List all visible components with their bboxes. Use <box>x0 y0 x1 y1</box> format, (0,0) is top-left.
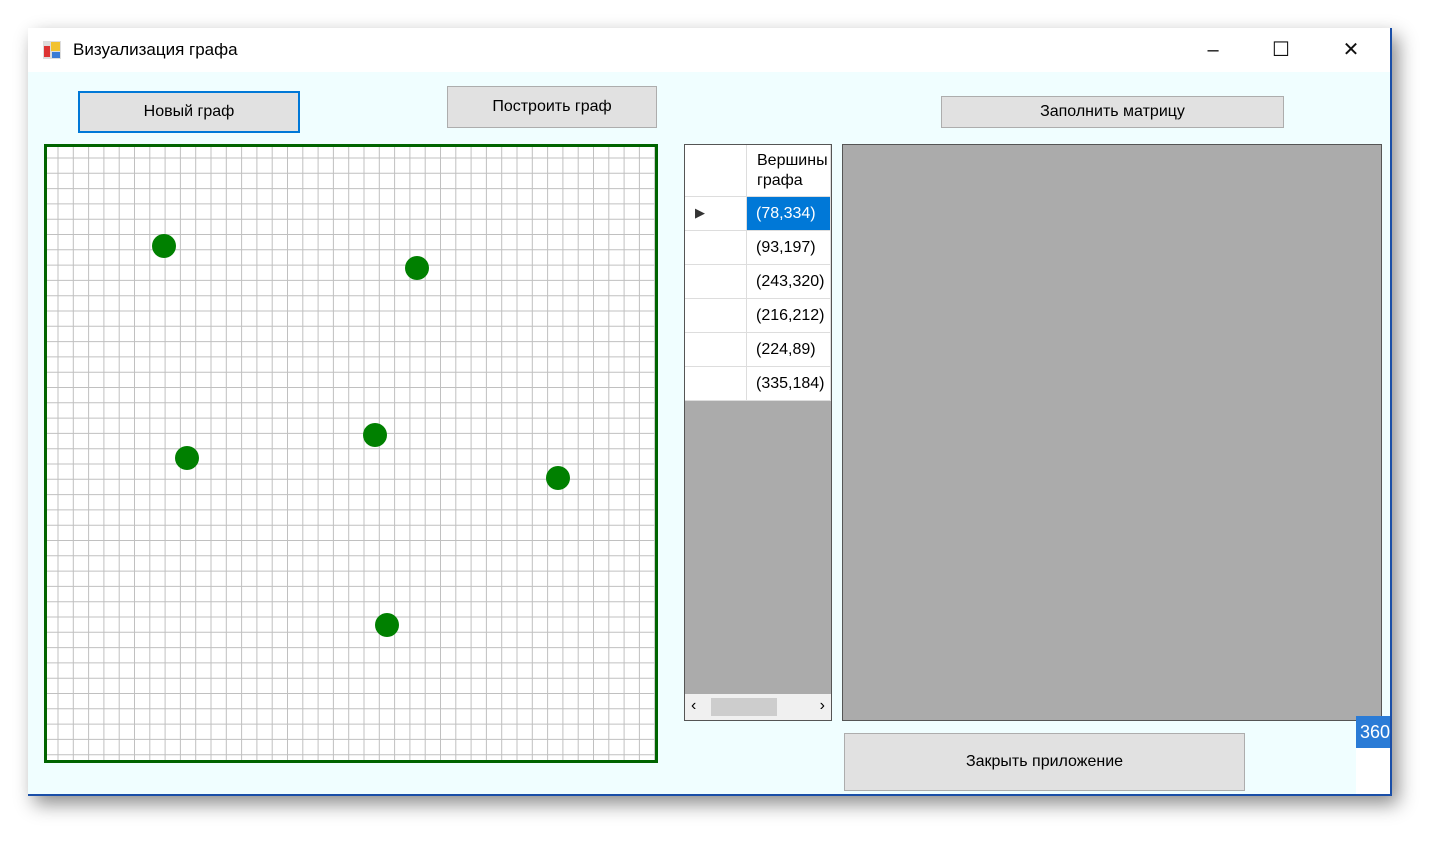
scroll-left-icon[interactable]: ‹ <box>691 697 697 714</box>
new-graph-button[interactable]: Новый граф <box>78 91 300 133</box>
vertex-dot[interactable] <box>546 466 570 490</box>
vertex-dot[interactable] <box>152 234 176 258</box>
vertex-dot[interactable] <box>375 613 399 637</box>
row-header-corner <box>685 145 747 197</box>
build-graph-button[interactable]: Построить граф <box>447 86 657 128</box>
row-header[interactable] <box>685 333 747 367</box>
main-window: Визуализация графа – ☐ ✕ Новый граф Пост… <box>28 28 1392 796</box>
current-row-arrow-icon: ▶ <box>695 205 705 220</box>
row-header[interactable] <box>685 265 747 299</box>
adjacency-matrix-grid[interactable] <box>842 144 1382 721</box>
vertex-cell[interactable]: (93,197) <box>747 231 831 265</box>
row-header[interactable] <box>685 367 747 401</box>
close-button[interactable]: ✕ <box>1342 39 1360 61</box>
vertex-dot[interactable] <box>405 256 429 280</box>
column-header-vertices[interactable]: Вершины графа <box>747 145 831 197</box>
row-header[interactable] <box>685 231 747 265</box>
app-icon <box>43 41 61 59</box>
fill-matrix-button[interactable]: Заполнить матрицу <box>941 96 1284 128</box>
close-app-button[interactable]: Закрыть приложение <box>844 733 1245 791</box>
canvas-border <box>44 144 658 763</box>
vertex-cell[interactable]: (216,212) <box>747 299 831 333</box>
graph-canvas[interactable] <box>44 144 658 763</box>
vertex-dot[interactable] <box>175 446 199 470</box>
row-header[interactable]: ▶ <box>685 197 747 231</box>
scroll-right-icon[interactable]: › <box>819 697 825 714</box>
horizontal-scrollbar[interactable]: ‹ › <box>685 694 831 720</box>
scroll-thumb[interactable] <box>711 698 777 716</box>
row-header[interactable] <box>685 299 747 333</box>
vertex-cell[interactable]: (78,334) <box>747 197 831 231</box>
maximize-button[interactable]: ☐ <box>1272 39 1290 61</box>
vertex-cell[interactable]: (335,184) <box>747 367 831 401</box>
overlay-widget <box>1356 748 1390 794</box>
vertex-dot[interactable] <box>363 423 387 447</box>
minimize-button[interactable]: – <box>1207 39 1219 61</box>
window-title: Визуализация графа <box>73 40 238 59</box>
overlay-badge: 360 <box>1356 716 1390 748</box>
vertex-cell[interactable]: (243,320) <box>747 265 831 299</box>
canvas-background <box>44 144 658 763</box>
vertices-grid[interactable]: Вершины графа ▶ (78,334) (93,197) (243,3… <box>684 144 832 721</box>
title-bar: Визуализация графа – ☐ ✕ <box>28 28 1390 72</box>
grid-header: Вершины графа <box>685 145 831 197</box>
vertex-cell[interactable]: (224,89) <box>747 333 831 367</box>
